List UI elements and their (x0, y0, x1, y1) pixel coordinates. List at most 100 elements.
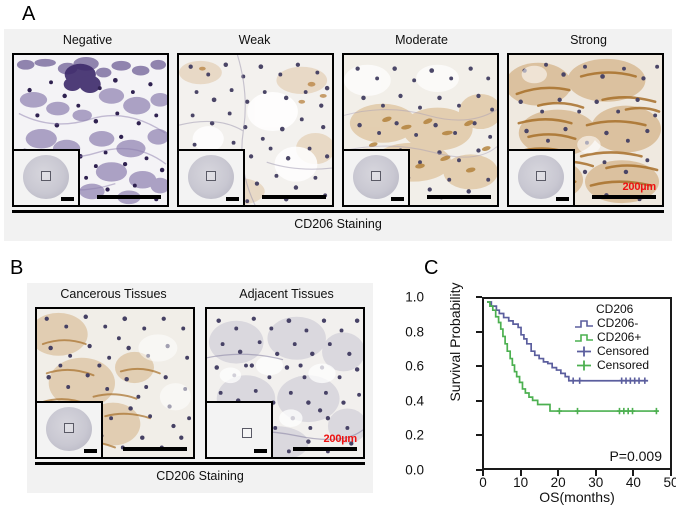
legend-entry-cd206-negative: CD206- (574, 315, 649, 331)
y-tickmark-3 (476, 365, 482, 368)
kaplan-meier-curves (487, 301, 660, 415)
x-tickmark-2 (557, 470, 560, 476)
legend-label-censored-negative: Censored (597, 343, 650, 358)
panel-label-b: B (10, 257, 24, 279)
inset-region-marker (206, 171, 216, 182)
y-tickmark-5 (476, 296, 482, 298)
scale-bar-moderate (427, 195, 491, 199)
image-title-adjacent-tissues: Adjacent Tissues (239, 287, 334, 301)
legend-title: CD206 (596, 302, 634, 316)
legend-entry-censored-positive: Censored (574, 357, 650, 373)
image-title-cancerous-tissues: Cancerous Tissues (60, 287, 167, 301)
image-title-weak: Weak (238, 33, 271, 47)
curve-cd206-positive (487, 301, 660, 415)
y-tickmark-0 (476, 469, 482, 471)
panel-a-caption: CD206 Staining (294, 217, 382, 231)
inset-scale-bar (556, 197, 569, 201)
y-tick-5: 1.0 (405, 289, 424, 305)
x-tickmark-1 (519, 470, 522, 476)
legend-label-censored-positive: Censored (597, 357, 650, 372)
inset-region-marker (536, 171, 546, 182)
inset-region-marker (64, 423, 74, 434)
curve-cd206-negative (487, 301, 649, 384)
panel-a-image-titles: Negative Weak Moderate Strong (4, 33, 672, 51)
micrograph-adjacent-tissues: 200µm (205, 307, 365, 459)
micrograph-negative (12, 53, 169, 207)
inset-region-marker (41, 171, 51, 182)
x-axis-label: OS(months) (539, 489, 615, 505)
y-tick-2: 0.4 (405, 393, 424, 409)
micrograph-cancerous-tissues (35, 307, 195, 459)
scale-bar-adjacent (293, 447, 357, 451)
panel-a-divider (12, 210, 664, 213)
scale-bar-cancerous (123, 447, 187, 451)
x-tick-4: 40 (625, 475, 641, 490)
inset-scale-bar (61, 197, 74, 201)
legend-plus-icon-green (577, 360, 591, 371)
x-tick-0: 0 (479, 475, 487, 490)
panel-b: Cancerous Tissues Adjacent Tissues (27, 283, 373, 493)
y-tick-1: 0.2 (405, 427, 424, 443)
inset-core-tissue (353, 154, 399, 199)
image-title-moderate: Moderate (395, 33, 448, 47)
x-tickmark-0 (482, 470, 484, 476)
micrograph-weak (177, 53, 334, 207)
x-tick-2: 20 (550, 475, 566, 490)
inset-region-marker (371, 171, 381, 182)
inset-scale-bar (84, 449, 97, 453)
inset-core-tissue (46, 406, 92, 451)
p-value-annotation: P=0.009 (609, 448, 662, 464)
inset-overview-weak (179, 149, 245, 205)
inset-core-tissue (216, 406, 262, 451)
inset-scale-bar (226, 197, 239, 201)
panel-b-micrographs: 200µm (35, 307, 365, 459)
y-tickmark-1 (476, 434, 482, 437)
panel-label-a: A (22, 3, 36, 25)
inset-scale-bar (254, 449, 267, 453)
inset-scale-bar (391, 197, 404, 201)
image-title-strong: Strong (570, 33, 607, 47)
image-title-negative: Negative (62, 33, 113, 47)
inset-overview-moderate (344, 149, 410, 205)
y-axis-label: Survival Probability (447, 282, 463, 402)
x-tick-3: 30 (588, 475, 604, 490)
y-tickmark-4 (476, 330, 482, 333)
y-tick-3: 0.6 (405, 358, 424, 374)
legend-plus-icon-blue (577, 346, 591, 357)
legend-step-icon-green (575, 334, 593, 342)
legend-entry-censored-negative: Censored (574, 343, 650, 359)
chart-legend: CD206 CD206- CD206+ Censored (574, 302, 650, 373)
x-tick-1: 10 (513, 475, 529, 490)
legend-label-cd206-negative: CD206- (597, 315, 639, 330)
panel-b-caption: CD206 Staining (156, 469, 244, 483)
scale-bar-strong (592, 195, 656, 199)
y-tickmark-2 (476, 399, 482, 402)
panel-a: Negative Weak Moderate Strong (4, 29, 672, 241)
y-tick-4: 0.8 (405, 324, 424, 340)
inset-core-tissue (518, 154, 564, 199)
y-tick-0: 0.0 (405, 462, 424, 478)
inset-overview-adjacent (207, 401, 273, 457)
survival-plot-area: CD206 CD206- CD206+ Censored (482, 297, 672, 470)
inset-region-marker (241, 428, 252, 439)
legend-label-cd206-positive: CD206+ (597, 329, 642, 344)
scale-bar-label-a: 200µm (622, 180, 657, 193)
legend-entry-cd206-positive: CD206+ (574, 329, 649, 345)
x-tickmark-4 (632, 470, 635, 476)
inset-core-tissue (188, 154, 234, 199)
x-tickmark-5 (670, 470, 672, 476)
inset-overview-cancerous (37, 401, 103, 457)
scale-bar-negative (97, 195, 161, 199)
inset-core-tissue (23, 154, 69, 199)
legend-step-icon-blue (575, 320, 593, 328)
panel-b-divider (35, 462, 365, 465)
x-tickmark-3 (594, 470, 597, 476)
panel-label-c: C (424, 257, 439, 279)
panel-a-micrographs: 200µm (12, 53, 664, 207)
inset-overview-negative (14, 149, 80, 205)
panel-b-image-titles: Cancerous Tissues Adjacent Tissues (27, 287, 373, 305)
micrograph-moderate (342, 53, 499, 207)
tissue-image-weak (179, 55, 332, 205)
scale-bar-weak (262, 195, 326, 199)
panel-c-survival-chart: Survival Probability OS(months) 0.0 0.2 … (405, 262, 676, 512)
